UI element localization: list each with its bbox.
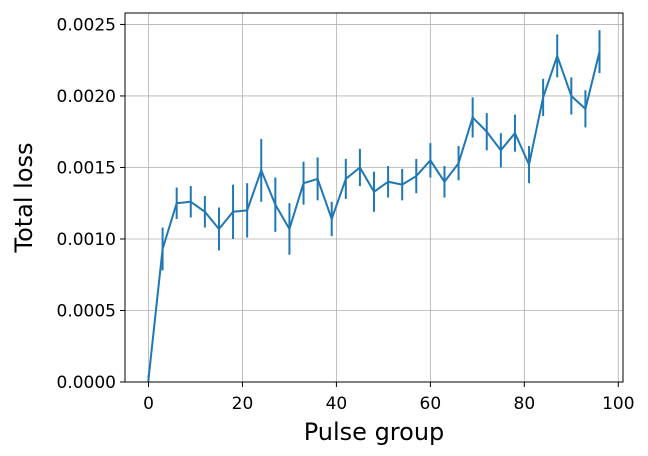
- x-tick-label: 20: [232, 394, 254, 414]
- plot-frame: [124, 12, 624, 383]
- x-tick-label: 60: [420, 394, 442, 414]
- y-tick-label: 0.0005: [57, 301, 116, 321]
- series-line: [147, 51, 601, 380]
- y-axis-label: Total loss: [10, 142, 38, 253]
- y-axis: 0.0000 0.0005 0.0010 0.0015 0.0020 0.0025: [57, 15, 125, 393]
- y-tick-label: 0.0020: [57, 87, 116, 107]
- y-tick-label: 0.0025: [57, 15, 116, 35]
- x-tick-label: 0: [143, 394, 154, 414]
- y-tick-label: 0.0015: [57, 158, 116, 178]
- series-layer: [147, 30, 601, 382]
- x-tick-label: 80: [514, 394, 536, 414]
- y-tick-label: 0.0000: [57, 373, 116, 393]
- x-tick-label: 100: [602, 394, 634, 414]
- x-axis-label: Pulse group: [304, 418, 445, 446]
- x-tick-label: 40: [326, 394, 348, 414]
- x-axis: 0 20 40 60 80 100: [143, 382, 635, 414]
- y-tick-label: 0.0010: [57, 230, 116, 250]
